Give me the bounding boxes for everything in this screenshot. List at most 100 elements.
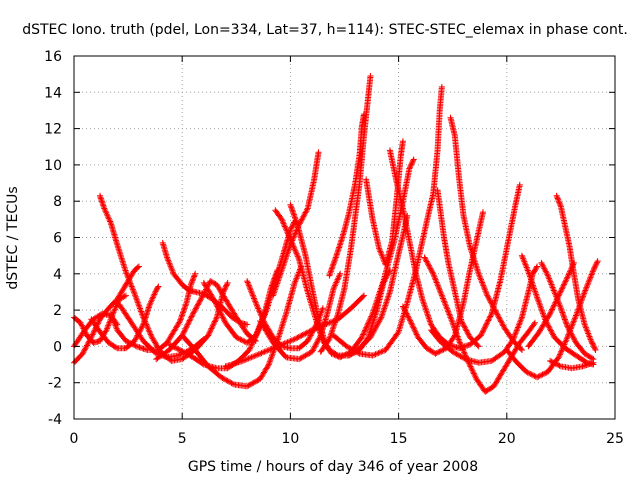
point-markers (348, 214, 359, 252)
point-markers (419, 210, 432, 245)
point-markers (326, 255, 339, 279)
point-markers (369, 279, 386, 317)
point-marker (319, 305, 326, 312)
point-markers (438, 292, 453, 319)
point-markers (553, 192, 564, 209)
point-markers (257, 362, 271, 383)
point-markers (105, 339, 119, 351)
point-markers (397, 139, 406, 159)
point-markers (352, 152, 363, 186)
point-markers (114, 241, 129, 274)
point-markers (363, 176, 376, 221)
point-markers (419, 296, 434, 327)
point-markers (404, 268, 419, 306)
point-markers (200, 279, 217, 303)
point-markers (278, 243, 293, 274)
series-6 (107, 270, 199, 353)
point-markers (326, 312, 341, 343)
point-markers (287, 223, 302, 248)
series-35 (525, 259, 577, 350)
point-markers (544, 272, 557, 294)
point-markers (116, 301, 133, 323)
x-tick-label: 5 (178, 431, 187, 447)
point-markers (573, 339, 587, 356)
point-markers (79, 335, 94, 357)
point-marker (410, 156, 417, 163)
point-markers (213, 281, 228, 301)
point-markers (369, 216, 382, 250)
point-markers (428, 327, 442, 343)
point-markers (415, 334, 429, 350)
point-markers (146, 288, 159, 308)
point-marker (224, 279, 231, 286)
point-markers (159, 239, 170, 259)
point-markers (525, 269, 540, 299)
x-tick-label: 0 (70, 431, 79, 447)
point-markers (460, 268, 473, 306)
point-markers (239, 351, 262, 364)
point-markers (434, 187, 447, 239)
series-20 (326, 111, 367, 279)
point-markers (222, 358, 245, 370)
point-markers (588, 338, 598, 352)
point-markers (296, 256, 311, 294)
point-markers (187, 272, 198, 288)
point-markers (356, 335, 373, 352)
point-markers (425, 192, 436, 216)
point-markers (475, 270, 490, 298)
point-markers (309, 333, 323, 355)
point-markers (257, 318, 276, 345)
point-markers (190, 354, 206, 367)
point-markers (445, 259, 458, 294)
point-marker (337, 270, 344, 277)
point-markers (127, 318, 146, 343)
point-markers (473, 210, 486, 245)
point-marker (360, 111, 367, 118)
point-marker (438, 83, 445, 90)
point-marker (594, 258, 601, 265)
point-markers (287, 201, 300, 225)
point-markers (369, 347, 388, 359)
point-markers (122, 338, 139, 349)
point-marker (518, 347, 525, 354)
y-tick-label: 14 (44, 85, 62, 101)
point-markers (244, 376, 262, 390)
point-markers (190, 292, 207, 317)
point-markers (447, 114, 458, 138)
point-markers (267, 268, 280, 292)
point-markers (570, 270, 581, 301)
point-markers (456, 176, 467, 218)
point-markers (274, 336, 297, 350)
point-markers (529, 264, 540, 277)
point-markers (317, 337, 332, 355)
point-markers (192, 347, 211, 369)
point-markers (436, 85, 445, 114)
point-markers (339, 212, 352, 241)
point-markers (490, 370, 505, 390)
point-markers (330, 332, 349, 349)
point-markers (291, 327, 314, 343)
point-markers (467, 334, 481, 349)
series-28 (428, 263, 541, 366)
point-markers (164, 330, 176, 346)
point-markers (568, 363, 584, 372)
point-markers (153, 284, 161, 294)
point-marker (479, 209, 486, 216)
point-markers (382, 239, 395, 268)
point-markers (170, 270, 185, 287)
point-markers (153, 347, 171, 363)
point-markers (179, 332, 198, 352)
point-markers (562, 223, 573, 248)
point-marker (244, 321, 251, 328)
point-markers (406, 157, 417, 172)
point-markers (460, 212, 473, 248)
point-marker (135, 263, 142, 270)
y-tick-label: 16 (44, 49, 62, 65)
point-markers (164, 254, 176, 276)
point-markers (430, 270, 445, 298)
point-markers (538, 259, 551, 278)
point-markers (382, 330, 401, 353)
point-marker (404, 212, 411, 219)
series-7 (159, 239, 251, 328)
point-markers (547, 294, 562, 317)
